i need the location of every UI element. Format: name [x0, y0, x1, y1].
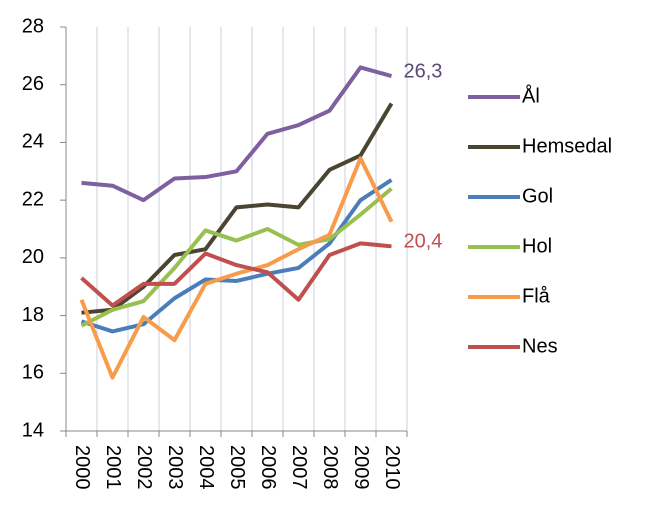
- series-line: [81, 102, 394, 315]
- y-tick-label: 26: [22, 73, 44, 95]
- legend-label: Flå: [522, 285, 551, 307]
- series-line: [81, 65, 393, 203]
- x-tick-label: 2003: [164, 445, 186, 490]
- y-tick-label: 22: [22, 188, 44, 210]
- x-tick-label: 2001: [102, 445, 124, 490]
- x-tick-label: 2005: [226, 445, 248, 490]
- x-tick-label: 2007: [288, 445, 310, 490]
- y-tick-label: 14: [22, 419, 44, 441]
- y-tick-label: 20: [22, 246, 44, 268]
- y-tick-label: 16: [22, 362, 44, 384]
- y-tick-label: 24: [22, 131, 44, 153]
- data-label: 20,4: [404, 231, 443, 253]
- legend-label: Nes: [522, 335, 558, 357]
- legend-label: Hemsedal: [522, 135, 612, 157]
- x-tick-label: 2004: [195, 445, 217, 490]
- data-label: 26,3: [404, 60, 443, 82]
- legend-label: Hol: [522, 235, 552, 257]
- legend-label: Gol: [522, 185, 553, 207]
- series-line: [80, 241, 392, 308]
- x-tick-label: 2000: [71, 445, 93, 490]
- y-tick-label: 28: [22, 15, 44, 37]
- series-line: [79, 156, 394, 380]
- series-line: [80, 187, 393, 328]
- x-tick-label: 2008: [319, 445, 341, 490]
- x-tick-label: 2009: [350, 445, 372, 490]
- legend-label: Ål: [522, 84, 540, 107]
- x-tick-label: 2010: [381, 445, 403, 490]
- y-tick-label: 18: [22, 304, 44, 326]
- x-tick-label: 2002: [133, 445, 155, 490]
- x-tick-label: 2006: [257, 445, 279, 490]
